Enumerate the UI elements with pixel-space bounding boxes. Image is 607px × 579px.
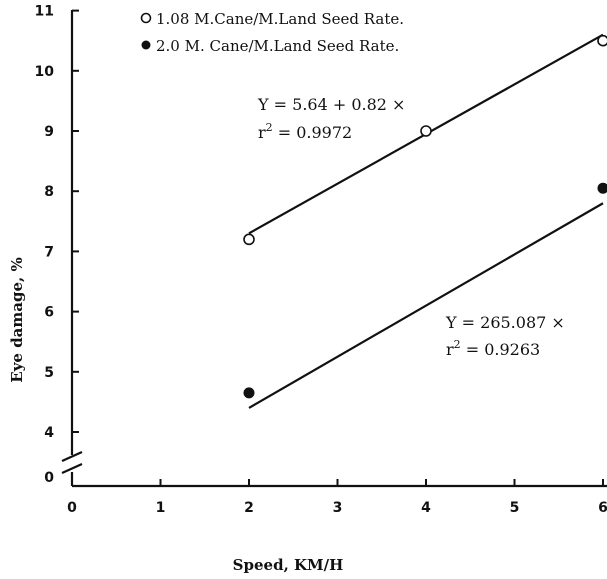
ticks-layer: 0 1 2 3 4 5 6 4 5 6 7 8 9 10 11 0 (35, 4, 607, 516)
legend-marker-filled-circle (141, 40, 151, 50)
y-axis-label: Eye damage, % (8, 257, 26, 382)
r-squared-series-1: r2 = 0.9972 (258, 121, 352, 142)
x-tick-label: 1 (156, 500, 166, 516)
legend-marker-open-circle (140, 12, 152, 24)
fit-line-series-2 (248, 202, 604, 409)
y-tick-label: 4 (44, 425, 54, 441)
x-axis-label: Speed, KM/H (233, 556, 344, 574)
x-tick-label: 0 (67, 500, 77, 516)
x-tick-label: 6 (598, 500, 607, 516)
equation-series-2: Y = 265.087 × (445, 313, 565, 332)
data-point-series-1 (243, 233, 255, 246)
x-tick-label: 3 (333, 500, 343, 516)
y-tick-label-zero: 0 (44, 470, 54, 486)
r-squared-series-2: r2 = 0.9263 (446, 338, 540, 359)
legend: 1.08 M.Cane/M.Land Seed Rate. 2.0 M. Can… (140, 10, 404, 55)
data-point-series-2 (597, 182, 607, 194)
equation-series-1: Y = 5.64 + 0.82 × (257, 95, 405, 114)
x-tick-label: 5 (510, 500, 520, 516)
fit-lines-layer (248, 33, 604, 409)
data-point-series-2 (243, 387, 255, 399)
legend-label-series-1: 1.08 M.Cane/M.Land Seed Rate. (156, 10, 404, 28)
data-point-series-1 (597, 34, 607, 47)
legend-label-series-2: 2.0 M. Cane/M.Land Seed Rate. (156, 37, 399, 55)
axis-break-mark-upper (61, 450, 83, 463)
y-tick-label: 10 (35, 64, 55, 80)
x-tick-label: 4 (421, 500, 431, 516)
annotation-series-2: Y = 265.087 × r2 = 0.9263 (445, 313, 565, 359)
y-tick-label: 6 (44, 305, 54, 321)
y-tick-label: 8 (44, 184, 54, 200)
x-tick-label: 2 (244, 500, 254, 516)
y-tick-label: 7 (44, 244, 54, 260)
data-point-series-1 (420, 125, 432, 137)
points-layer (243, 34, 607, 399)
y-tick-label: 11 (35, 4, 54, 20)
y-tick-label: 9 (44, 124, 54, 140)
annotation-series-1: Y = 5.64 + 0.82 × r2 = 0.9972 (257, 95, 405, 142)
axis-break-mark-lower (61, 462, 83, 475)
y-tick-label: 5 (44, 365, 54, 381)
